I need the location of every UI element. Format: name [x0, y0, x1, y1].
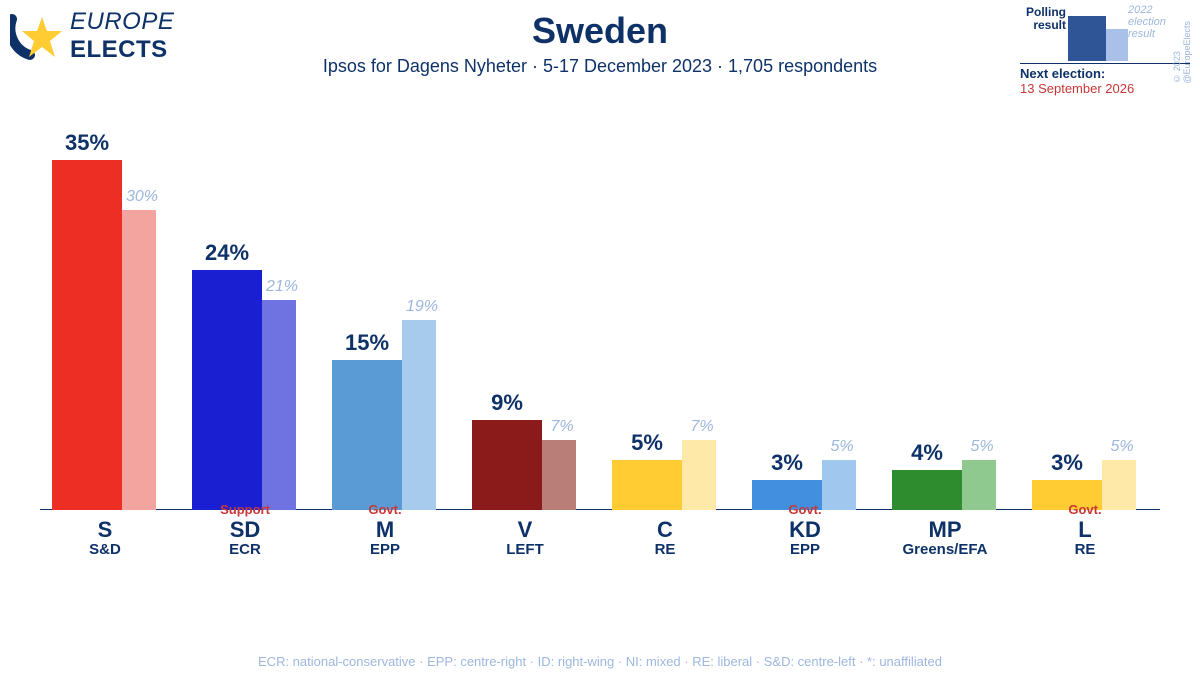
value-prev: 5% [822, 438, 862, 456]
bar-main [192, 270, 262, 510]
party-short: S [40, 519, 170, 541]
party-role [880, 502, 1010, 517]
legend-prev-bar [1106, 29, 1128, 61]
bar-prev [542, 440, 576, 510]
bar-prev [262, 300, 296, 510]
party-C: 5%7% CRE [600, 140, 730, 570]
party-role [40, 502, 170, 517]
bar-main [472, 420, 542, 510]
value-main: 3% [752, 450, 822, 476]
bar-main [52, 160, 122, 510]
party-L: 3%5% Govt. LRE [1020, 140, 1150, 570]
party-group: EPP [740, 541, 870, 558]
legend: Polling result 2022 election result © 20… [1020, 6, 1190, 96]
value-prev: 30% [122, 188, 162, 206]
bar-prev [122, 210, 156, 510]
party-role: Support [180, 502, 310, 517]
party-role [460, 502, 590, 517]
legend-next: Next election: 13 September 2026 [1020, 63, 1190, 96]
party-V: 9%7% VLEFT [460, 140, 590, 570]
value-main: 24% [192, 240, 262, 266]
party-short: L [1020, 519, 1150, 541]
value-prev: 21% [262, 278, 302, 296]
party-group: EPP [320, 541, 450, 558]
legend-main-bar [1068, 16, 1106, 61]
party-group: LEFT [460, 541, 590, 558]
party-group: RE [600, 541, 730, 558]
party-role: Govt. [320, 502, 450, 517]
party-group: Greens/EFA [880, 541, 1010, 558]
bar-main [332, 360, 402, 510]
legend-main-label: Polling result [1020, 6, 1066, 32]
bar-prev [402, 320, 436, 510]
party-short: MP [880, 519, 1010, 541]
bar-chart: 35%30%SS&D24%21%SupportSDECR15%19%Govt.M… [40, 140, 1160, 570]
party-short: C [600, 519, 730, 541]
value-main: 3% [1032, 450, 1102, 476]
party-short: V [460, 519, 590, 541]
value-prev: 5% [1102, 438, 1142, 456]
party-role: Govt. [1020, 502, 1150, 517]
party-short: KD [740, 519, 870, 541]
party-group: ECR [180, 541, 310, 558]
party-S: 35%30%SS&D [40, 140, 170, 570]
value-main: 4% [892, 440, 962, 466]
party-group: S&D [40, 541, 170, 558]
legend-copyright: © 2023 @EuropeElects [1172, 21, 1192, 84]
party-group: RE [1020, 541, 1150, 558]
value-prev: 19% [402, 298, 442, 316]
value-prev: 5% [962, 438, 1002, 456]
party-M: 15%19% Govt. MEPP [320, 140, 450, 570]
party-short: M [320, 519, 450, 541]
party-MP: 4%5% MPGreens/EFA [880, 140, 1010, 570]
value-main: 9% [472, 390, 542, 416]
bar-prev [682, 440, 716, 510]
party-role [600, 502, 730, 517]
party-KD: 3%5% Govt. KDEPP [740, 140, 870, 570]
party-short: SD [180, 519, 310, 541]
party-SD: 24%21% Support SDECR [180, 140, 310, 570]
value-main: 15% [332, 330, 402, 356]
value-prev: 7% [542, 418, 582, 436]
footer-note: ECR: national-conservative · EPP: centre… [0, 654, 1200, 669]
value-main: 5% [612, 430, 682, 456]
value-prev: 7% [682, 418, 722, 436]
value-main: 35% [52, 130, 122, 156]
party-role: Govt. [740, 502, 870, 517]
